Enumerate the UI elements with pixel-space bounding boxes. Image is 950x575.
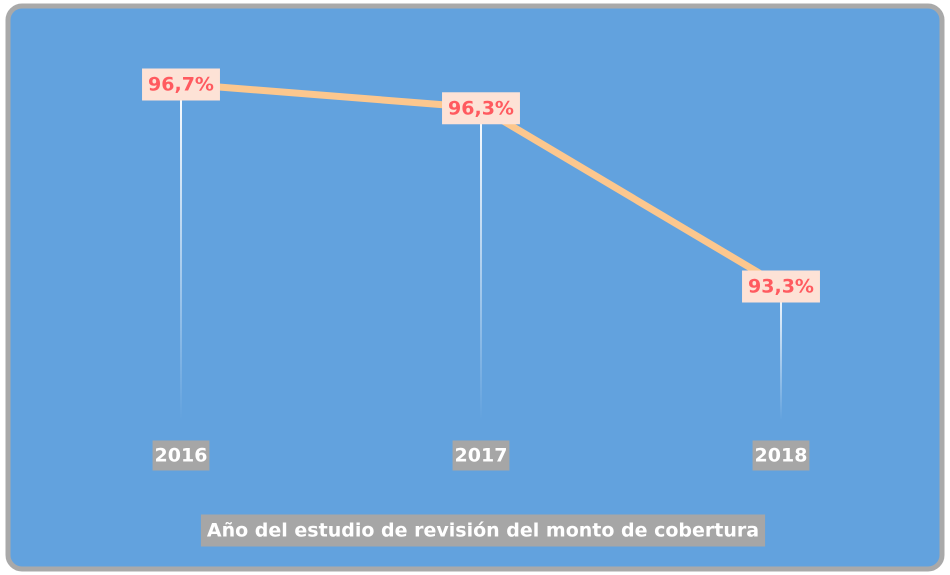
data-label-box bbox=[442, 92, 520, 125]
category-box bbox=[152, 440, 210, 471]
data-label: 96,3% bbox=[448, 97, 514, 119]
x-tick-label: 2018 bbox=[755, 445, 808, 467]
chart-frame bbox=[5, 3, 945, 572]
drop-line bbox=[180, 84, 182, 420]
x-axis-title: Año del estudio de revisión del monto de… bbox=[207, 520, 759, 542]
data-label: 96,7% bbox=[148, 74, 214, 96]
data-label-box bbox=[742, 270, 820, 303]
x-tick-label: 2016 bbox=[155, 445, 208, 467]
drop-line bbox=[480, 107, 482, 420]
drop-line bbox=[780, 286, 782, 420]
x-tick-label: 2017 bbox=[455, 445, 508, 467]
axis-title-box bbox=[200, 514, 766, 547]
category-box bbox=[452, 440, 510, 471]
plot: 96,7% 2016 96,3% 2017 93,3% 2018 bbox=[142, 68, 820, 471]
data-label-box bbox=[142, 68, 220, 101]
category-box bbox=[752, 440, 810, 471]
data-label: 93,3% bbox=[748, 276, 814, 298]
